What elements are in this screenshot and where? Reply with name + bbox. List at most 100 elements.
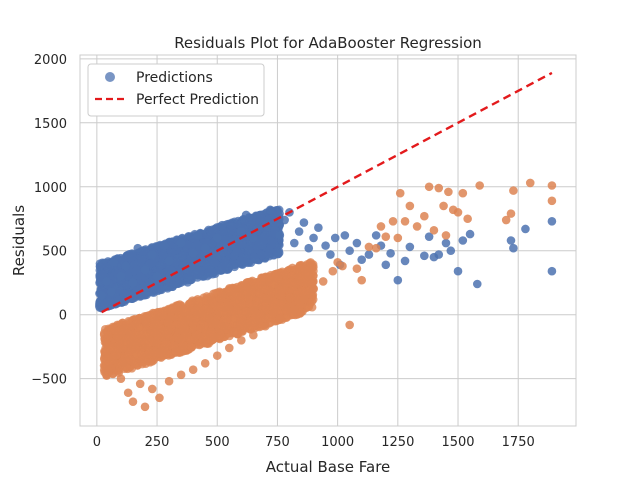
residual-point: [232, 328, 241, 338]
prediction-point: [393, 275, 403, 285]
residual-point: [506, 209, 516, 218]
residual-point: [143, 349, 153, 359]
residual-point: [216, 294, 226, 304]
residual-point: [211, 318, 221, 328]
residual-point: [453, 208, 463, 217]
residual-point: [206, 292, 215, 302]
residual-point: [376, 222, 386, 231]
residual-point: [237, 335, 246, 345]
prediction-point: [371, 231, 381, 240]
prediction-point: [178, 251, 187, 261]
prediction-point: [547, 217, 557, 226]
prediction-point: [294, 227, 304, 236]
prediction-point: [98, 269, 107, 279]
y-axis-label: Residuals: [10, 205, 28, 276]
residual-point: [276, 291, 286, 300]
residual-point: [152, 328, 161, 337]
perfect-prediction-line: [101, 71, 553, 314]
residual-point: [300, 274, 310, 284]
prediction-point: [167, 274, 177, 284]
prediction-point: [274, 248, 284, 258]
prediction-point: [210, 224, 220, 233]
prediction-point: [109, 257, 119, 267]
x-tick-label: 500: [205, 435, 230, 450]
residual-point: [364, 242, 374, 252]
prediction-point: [152, 272, 162, 281]
chart-title: Residuals Plot for AdaBooster Regression: [174, 34, 482, 52]
x-tick-label: 1500: [441, 435, 474, 450]
residual-point: [206, 328, 215, 338]
prediction-point: [289, 238, 299, 248]
prediction-point: [103, 297, 113, 306]
residual-point: [232, 282, 242, 292]
prediction-point: [210, 258, 220, 268]
residual-point: [131, 320, 141, 329]
residual-point: [255, 288, 264, 298]
y-tick-label: −500: [31, 373, 67, 388]
prediction-point: [330, 233, 340, 243]
residual-point: [261, 321, 270, 331]
residual-point: [250, 318, 260, 327]
y-tick-label: 1000: [34, 181, 67, 196]
residual-point: [395, 188, 405, 198]
residual-point: [434, 183, 444, 193]
residual-point: [154, 348, 164, 358]
prediction-point: [547, 266, 557, 276]
residual-point: [224, 343, 234, 353]
prediction-point: [158, 250, 168, 260]
residual-point: [371, 243, 381, 253]
residual-point: [272, 276, 281, 286]
x-tick-label: 1750: [502, 435, 535, 450]
prediction-point: [176, 238, 186, 248]
residual-point: [161, 338, 171, 347]
residual-point: [292, 264, 301, 274]
prediction-point: [237, 227, 246, 236]
residual-point: [281, 270, 291, 280]
legend: Predictions Perfect Prediction: [87, 63, 265, 117]
prediction-point: [506, 236, 516, 245]
residual-point: [123, 388, 133, 398]
prediction-point: [257, 250, 267, 260]
residual-point: [222, 322, 231, 332]
residual-point: [318, 277, 328, 286]
legend-label-perfect-prediction: Perfect Prediction: [136, 92, 259, 108]
residual-point: [147, 384, 157, 394]
residual-point: [140, 402, 150, 412]
residual-point: [164, 376, 174, 386]
prediction-point: [441, 238, 451, 248]
residual-point: [306, 258, 315, 267]
prediction-point: [453, 266, 463, 276]
residual-point: [199, 321, 209, 330]
prediction-point: [200, 243, 210, 253]
prediction-point: [193, 273, 202, 282]
residual-point: [187, 342, 196, 352]
residual-point: [243, 288, 253, 297]
residual-point: [458, 188, 468, 198]
y-tick-label: 0: [59, 309, 67, 324]
residual-point: [345, 320, 354, 330]
residual-point: [193, 330, 202, 340]
residual-point: [174, 320, 184, 329]
residual-point: [509, 186, 518, 195]
y-tick-label: 1500: [34, 117, 67, 132]
prediction-point: [193, 231, 203, 240]
prediction-point: [424, 232, 434, 241]
residual-point: [135, 379, 145, 389]
x-tick-label: 1000: [321, 435, 354, 450]
residual-point: [238, 314, 247, 324]
residual-point: [126, 355, 136, 365]
residual-point: [102, 339, 111, 349]
residual-point: [136, 331, 146, 341]
prediction-point: [357, 255, 367, 264]
prediction-point: [132, 265, 142, 275]
residual-point: [176, 334, 186, 344]
prediction-point: [128, 278, 138, 288]
residual-point: [412, 222, 422, 231]
prediction-point: [217, 220, 227, 230]
prediction-point: [171, 257, 180, 267]
residual-point: [274, 284, 284, 294]
residual-point: [118, 357, 127, 366]
prediction-point: [472, 279, 482, 289]
residual-point: [128, 397, 138, 406]
residual-point: [176, 370, 186, 380]
